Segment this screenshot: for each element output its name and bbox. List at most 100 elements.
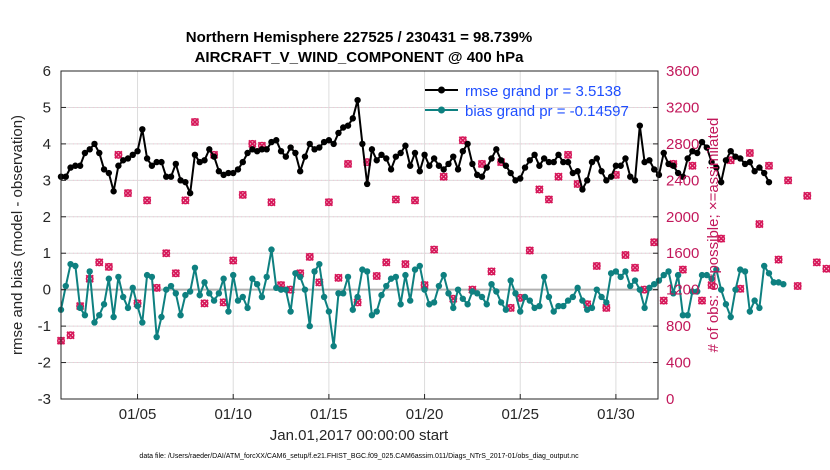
rmse-point [593,155,600,162]
obs-count-point [372,271,381,281]
y-left-tick-label: 6 [43,63,51,80]
obs-assimilated-marker [822,264,830,273]
obs-possible-marker [659,296,668,305]
bias-point [230,271,237,279]
obs-count-point [678,265,688,274]
obs-possible-marker [535,185,544,194]
obs-possible-marker [372,271,381,280]
rmse-point [158,158,165,166]
y-right-tick-label: 0 [666,391,674,408]
bias-point [153,333,160,341]
obs-assimilated-marker [783,176,793,185]
bias-point [215,290,223,297]
y-left-tick-label: -2 [38,355,51,372]
rmse-point [588,158,596,166]
bias-point [770,279,777,286]
obs-possible-marker [621,251,630,260]
rmse-point [306,140,313,148]
obs-assimilated-marker [114,150,123,159]
bias-point [383,282,390,290]
obs-count-point [142,196,152,205]
bias-point [110,313,117,321]
bias-point [234,297,242,304]
rmse-point [273,137,280,144]
rmse-point [407,162,414,169]
bias-point [450,304,457,312]
obs-possible-marker [95,258,104,267]
rmse-point [526,157,533,164]
obs-assimilated-marker [324,198,334,207]
obs-count-point [803,191,812,200]
bias-point [440,271,447,279]
rmse-point [378,151,385,159]
rmse-point [206,146,213,153]
bias-point [407,297,414,304]
rmse-point [698,138,706,146]
obs-assimilated-marker [697,296,707,305]
obs-possible-marker [200,299,209,308]
x-tick-label: 01/30 [597,406,635,423]
obs-count-point [563,150,573,159]
rmse-point [765,178,773,186]
rmse-point [172,160,180,168]
bias-point [694,288,701,295]
bias-point [263,273,270,281]
obs-assimilated-marker [190,117,200,127]
obs-possible-marker [267,198,276,207]
obs-count-point [659,296,668,305]
rmse-point [363,180,371,188]
bias-point [780,281,787,288]
bias-point [268,246,275,253]
rmse-point [282,153,290,160]
obs-assimilated-marker [343,159,353,169]
y-left-tick-label: 2 [43,209,51,226]
rmse-point [301,153,309,160]
y-left-tick-label: 3 [43,172,51,189]
bias-point [105,275,113,282]
obs-possible-marker [678,265,687,274]
obs-possible-marker [698,296,707,305]
rmse-point [287,144,294,151]
rmse-point [124,155,132,162]
y-left-tick-label: -3 [38,391,51,408]
obs-count-point [812,258,821,267]
obs-assimilated-marker [764,161,774,170]
bias-point [340,290,347,297]
obs-count-point [152,283,161,292]
rmse-point [622,155,629,162]
rmse-point [555,151,562,159]
bias-point [598,293,605,301]
bias-point [335,290,342,297]
rmse-point [292,149,299,157]
bias-point [368,311,376,319]
bias-point [464,301,471,308]
bias-point [167,282,175,290]
obs-assimilated-marker [248,139,257,149]
obs-assimilated-marker [688,161,697,170]
obs-possible-marker [755,220,764,229]
obs-count-point [382,258,391,267]
obs-count-point [334,273,343,282]
obs-possible-marker [391,195,400,204]
obs-count-point [238,190,247,200]
rmse-point [612,162,620,169]
chart-title-line-1: Northern Hemisphere 227525 / 230431 = 98… [186,29,532,46]
rmse-point [277,147,285,155]
rmse-point [421,151,428,159]
bias-point [679,311,687,319]
rmse-point [650,166,658,173]
obs-assimilated-marker [793,281,802,291]
obs-assimilated-marker [181,196,190,205]
bias-point [674,271,682,279]
bias-point [593,286,600,293]
obs-assimilated-marker [439,172,448,181]
obs-assimilated-marker [171,269,180,278]
bias-point [296,273,304,281]
obs-possible-marker [190,118,199,127]
bias-point [325,308,333,315]
obs-possible-marker [123,189,132,198]
rmse-point [717,178,725,186]
obs-assimilated-marker [95,258,104,267]
rmse-point [517,175,524,182]
bias-point [641,304,648,312]
